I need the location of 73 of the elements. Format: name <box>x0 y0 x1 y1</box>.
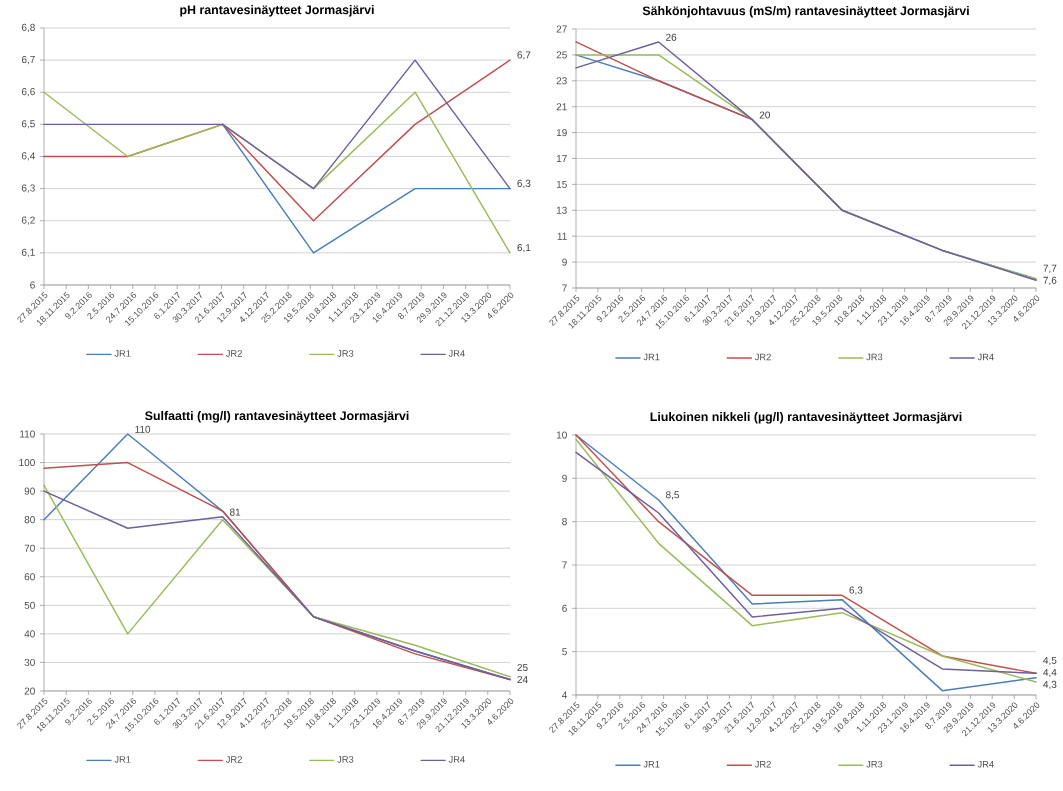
legend-label: JR1 <box>643 353 660 361</box>
data-label: 6,7 <box>517 51 531 60</box>
y-tick-label: 5 <box>562 648 567 656</box>
legend-label: JR2 <box>754 353 771 361</box>
legend-label: JR3 <box>337 350 354 357</box>
legend-label: JR3 <box>866 353 883 361</box>
y-tick-label: 50 <box>24 601 35 609</box>
y-tick-label: 6 <box>30 281 35 289</box>
legend-label: JR4 <box>977 353 994 361</box>
y-tick-label: 13 <box>556 206 567 214</box>
y-tick-label: 20 <box>24 687 35 695</box>
y-tick-label: 27 <box>556 25 567 33</box>
y-tick-label: 9 <box>562 258 567 266</box>
y-tick-label: 25 <box>556 51 567 59</box>
y-tick-label: 6,6 <box>21 88 35 97</box>
data-label: 4,5 <box>1043 656 1057 666</box>
y-tick-label: 23 <box>556 77 567 85</box>
y-tick-label: 80 <box>24 516 35 524</box>
data-label: 24 <box>517 675 528 683</box>
y-tick-label: 6,4 <box>21 152 36 161</box>
y-tick-label: 6,1 <box>21 248 35 257</box>
legend-label: JR1 <box>114 350 131 357</box>
y-tick-label: 60 <box>24 573 35 581</box>
y-tick-label: 10 <box>556 431 567 439</box>
legend-label: JR3 <box>866 760 883 768</box>
y-tick-label: 6,3 <box>21 184 35 193</box>
legend-label: JR1 <box>643 760 660 768</box>
chart-title: pH rantavesinäytteet Jormasjärvi <box>180 5 374 17</box>
data-label: 4,3 <box>1043 680 1057 690</box>
y-tick-label: 11 <box>557 232 567 240</box>
chart-title: Liukoinen nikkeli (µg/l) rantavesinäytteet Jormasjärvi <box>650 412 962 424</box>
legend-label: JR4 <box>448 350 465 357</box>
y-tick-label: 70 <box>24 544 35 552</box>
data-label: 6,3 <box>849 586 863 595</box>
data-label: 6,3 <box>517 179 531 189</box>
data-label: 26 <box>666 33 677 41</box>
y-tick-label: 30 <box>24 658 35 666</box>
y-tick-label: 40 <box>24 630 35 638</box>
y-tick-label: 7 <box>562 284 567 292</box>
data-label: 6,1 <box>517 244 531 253</box>
data-label: 81 <box>229 508 241 516</box>
legend-label: JR4 <box>448 756 465 763</box>
legend-label: JR1 <box>114 756 131 763</box>
legend-label: JR4 <box>977 760 994 768</box>
data-label: 20 <box>759 111 770 119</box>
y-tick-label: 7 <box>562 561 567 569</box>
chart-title: Sulfaatti (mg/l) rantavesinäytteet Jormasjärvi <box>145 411 409 423</box>
y-tick-label: 19 <box>556 129 567 137</box>
legend-label: JR2 <box>225 350 242 357</box>
data-label: 7,7 <box>1043 264 1057 273</box>
data-label: 25 <box>517 663 528 672</box>
y-tick-label: 6,7 <box>21 55 35 65</box>
legend-label: JR3 <box>337 756 354 763</box>
legend-label: JR2 <box>225 756 242 763</box>
data-label: 110 <box>135 425 151 433</box>
y-tick-label: 17 <box>556 155 567 162</box>
y-tick-label: 15 <box>556 180 567 188</box>
y-tick-label: 8 <box>562 518 567 526</box>
chart-title: Sähkönjohtavuus (mS/m) rantavesinäytteet Jormasjärvi <box>642 6 969 18</box>
y-tick-label: 6,5 <box>21 120 35 129</box>
y-tick-label: 100 <box>19 459 35 467</box>
y-tick-label: 6,8 <box>21 23 35 33</box>
legend-label: JR2 <box>754 760 771 768</box>
y-tick-label: 9 <box>562 474 567 482</box>
y-tick-label: 110 <box>20 430 35 438</box>
y-tick-label: 6 <box>562 604 567 612</box>
data-label: 7,6 <box>1043 276 1057 286</box>
y-tick-label: 90 <box>24 487 35 495</box>
y-tick-label: 21 <box>556 103 567 111</box>
y-tick-label: 4 <box>561 691 567 699</box>
data-label: 8,5 <box>665 491 680 500</box>
data-label: 4,4 <box>1043 668 1057 678</box>
y-tick-label: 6,2 <box>21 216 35 225</box>
